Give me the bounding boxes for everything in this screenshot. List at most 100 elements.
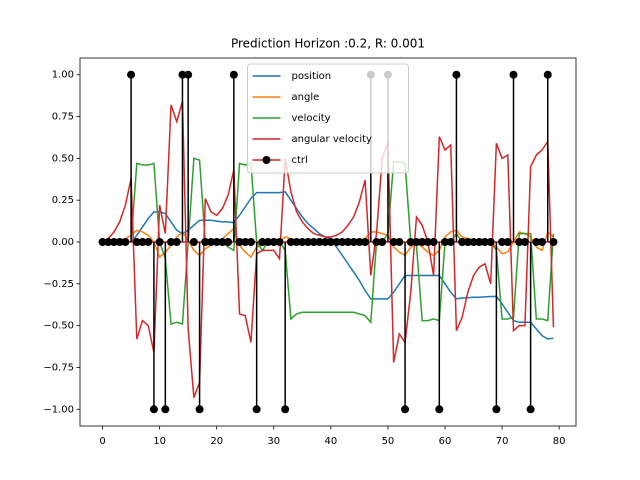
stem-marker <box>309 238 318 246</box>
stem-marker <box>503 238 512 246</box>
stem-marker <box>435 405 444 414</box>
y-tick-label: −1.00 <box>43 404 74 415</box>
stem-marker <box>423 238 432 246</box>
stem-marker <box>138 238 147 246</box>
stem-marker <box>338 238 347 246</box>
stem-marker <box>480 238 489 246</box>
stem-marker <box>463 238 472 246</box>
stem-marker <box>355 238 364 246</box>
stem-marker <box>372 238 381 246</box>
x-tick-label: 70 <box>496 436 509 447</box>
y-tick-label: −0.25 <box>43 279 74 290</box>
stem-marker <box>515 238 524 246</box>
stem-marker <box>189 238 198 246</box>
stem-marker <box>486 238 495 246</box>
stem-marker <box>315 238 324 246</box>
stem-marker <box>104 238 113 246</box>
stem-marker <box>520 238 529 246</box>
stem-marker <box>109 238 118 246</box>
legend-swatch <box>262 156 271 164</box>
stem-marker <box>332 238 341 246</box>
line-series <box>102 101 555 398</box>
stem-marker <box>343 238 352 246</box>
stem-marker <box>361 238 370 246</box>
stem-marker <box>121 238 130 246</box>
stem-marker <box>229 70 238 79</box>
stem-marker <box>509 70 518 79</box>
stem-marker <box>401 405 410 414</box>
x-tick-label: 50 <box>382 436 395 447</box>
x-tick-label: 0 <box>99 436 105 447</box>
stem-marker <box>469 238 478 246</box>
stem-marker <box>184 70 193 79</box>
y-tick-label: 0.25 <box>52 195 74 206</box>
stem-marker <box>172 238 181 246</box>
stem-marker <box>498 238 507 246</box>
stem-marker <box>543 70 552 79</box>
stem-marker <box>286 238 295 246</box>
stem-marker <box>418 238 427 246</box>
x-tick-label: 20 <box>210 436 223 447</box>
stem-marker <box>281 405 290 414</box>
stem-marker <box>246 238 255 246</box>
stem-marker <box>275 238 284 246</box>
stem-marker <box>429 238 438 246</box>
stem-marker <box>224 238 233 246</box>
stem-marker <box>98 238 107 246</box>
legend-label: position <box>292 71 332 82</box>
stem-marker <box>292 238 301 246</box>
y-tick-label: −0.50 <box>43 321 74 332</box>
stem-marker <box>144 238 153 246</box>
stem-marker <box>178 70 187 79</box>
stem-marker <box>389 238 398 246</box>
y-tick-label: 1.00 <box>52 70 74 81</box>
plot-area <box>98 70 558 414</box>
stem-marker <box>538 238 547 246</box>
stem-marker <box>446 238 455 246</box>
stem-marker <box>458 238 467 246</box>
x-tick-label: 60 <box>439 436 452 447</box>
legend-label: ctrl <box>292 155 308 166</box>
stem-marker <box>132 238 141 246</box>
legend-box <box>247 63 409 174</box>
stem-marker <box>195 405 204 414</box>
stem-marker <box>235 238 244 246</box>
stem-marker <box>264 238 273 246</box>
stem-marker <box>161 405 170 414</box>
stem-marker <box>304 238 313 246</box>
x-tick-label: 80 <box>553 436 566 447</box>
stem-marker <box>269 238 278 246</box>
y-tick-label: 0.00 <box>52 237 74 248</box>
line-series <box>102 191 554 340</box>
stem-marker <box>241 238 250 246</box>
stem-marker <box>395 238 404 246</box>
x-tick-label: 30 <box>267 436 280 447</box>
chart-title: Prediction Horizon :0.2, R: 0.001 <box>231 37 425 51</box>
y-tick-label: 0.75 <box>52 112 74 123</box>
x-tick-label: 10 <box>153 436 166 447</box>
stem-marker <box>201 238 210 246</box>
stem-marker <box>155 238 164 246</box>
stem-marker <box>412 238 421 246</box>
stem-marker <box>349 238 358 246</box>
stem-marker <box>441 238 450 246</box>
stem-marker <box>492 405 501 414</box>
stem-marker <box>549 238 558 246</box>
x-tick-label: 40 <box>324 436 337 447</box>
stem-marker <box>452 70 461 79</box>
stem-marker <box>127 70 136 79</box>
stem-marker <box>206 238 215 246</box>
stem-marker <box>321 238 330 246</box>
stem-marker <box>149 405 158 414</box>
legend-label: angle <box>292 92 320 103</box>
stem-marker <box>526 405 535 414</box>
stem-marker <box>298 238 307 246</box>
y-tick-label: −0.75 <box>43 362 74 373</box>
legend: position angle velocity angular velocity ctr… <box>247 63 409 174</box>
stem-marker <box>252 405 261 414</box>
stem-marker <box>115 238 124 246</box>
stem-marker <box>258 238 267 246</box>
y-tick-label: 0.50 <box>52 153 74 164</box>
legend-label: angular velocity <box>292 134 373 145</box>
